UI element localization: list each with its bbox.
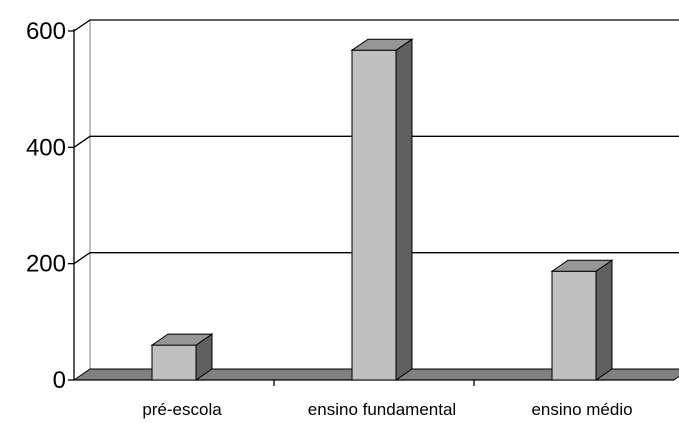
bar-0 — [150, 333, 214, 381]
y-axis-ticks: 0 200 400 600 — [26, 18, 74, 394]
bar-top-1 — [350, 38, 414, 51]
gridline-600 — [73, 19, 679, 32]
y-tick-label-400: 400 — [26, 134, 66, 161]
bar-2 — [550, 259, 614, 381]
gridlines — [73, 19, 679, 265]
bar-1 — [350, 38, 414, 381]
bar-front-1 — [351, 49, 397, 381]
gridline-400 — [73, 135, 679, 148]
bar-front-2 — [551, 270, 597, 381]
y-tick-label-200: 200 — [26, 251, 66, 278]
bar-side-1 — [395, 38, 413, 381]
x-axis-ticks: pré-escola ensino fundamental ensino médio — [142, 380, 633, 419]
y-tick-label-0: 0 — [53, 367, 66, 394]
gridline-200 — [73, 252, 679, 265]
bar-top-0 — [150, 333, 214, 346]
bar-top-2 — [550, 259, 614, 272]
bar-front-0 — [151, 344, 197, 381]
x-tick-label-2: ensino médio — [531, 400, 632, 419]
y-tick-label-600: 600 — [26, 18, 66, 45]
bar-side-2 — [595, 259, 613, 381]
x-tick-label-1: ensino fundamental — [308, 400, 456, 419]
x-tick-label-0: pré-escola — [142, 400, 222, 419]
bars — [150, 38, 614, 381]
